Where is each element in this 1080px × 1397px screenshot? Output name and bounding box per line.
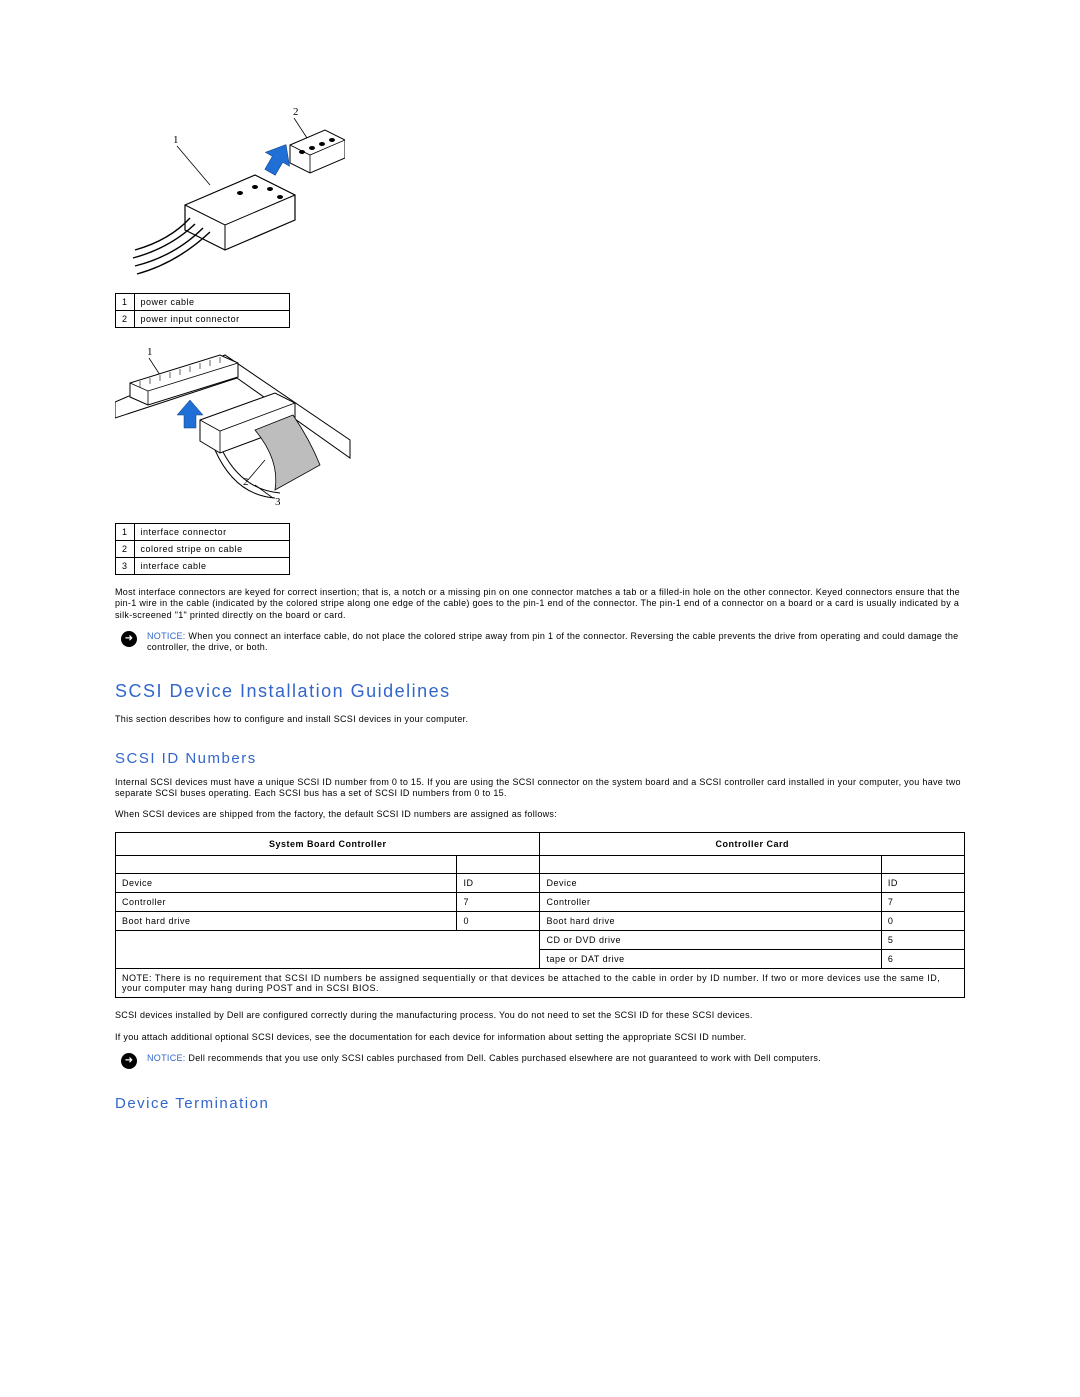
- paragraph-scsi-after-1: SCSI devices installed by Dell are confi…: [115, 1010, 965, 1021]
- table-note-label: NOTE:: [122, 973, 152, 983]
- table-col-header: Device: [116, 874, 457, 893]
- figure2-legend-table: 1 interface connector 2 colored stripe o…: [115, 523, 290, 575]
- legend-row-label: power input connector: [134, 311, 289, 328]
- table-cell: 5: [881, 931, 964, 950]
- table-spacer-cell: [881, 856, 964, 874]
- table-cell: Boot hard drive: [116, 912, 457, 931]
- paragraph-scsi-id-2: When SCSI devices are shipped from the f…: [115, 809, 965, 820]
- legend-row-num: 2: [116, 541, 135, 558]
- figure1-legend-table: 1 power cable 2 power input connector: [115, 293, 290, 328]
- callout-2-label: 2: [293, 106, 299, 118]
- table-col-header: ID: [881, 874, 964, 893]
- paragraph-scsi-after-2: If you attach additional optional SCSI d…: [115, 1032, 965, 1043]
- legend-row-label: power cable: [134, 294, 289, 311]
- table-note-text: There is no requirement that SCSI ID num…: [122, 973, 940, 993]
- legend-row-num: 1: [116, 524, 135, 541]
- document-page: 2 1: [0, 0, 1080, 1182]
- legend-row-label: colored stripe on cable: [134, 541, 289, 558]
- svg-text:3: 3: [275, 496, 281, 508]
- legend-row-num: 2: [116, 311, 135, 328]
- svg-text:1: 1: [147, 346, 153, 358]
- legend-row-label: interface connector: [134, 524, 289, 541]
- callout-1-label: 1: [173, 134, 179, 146]
- legend-row-num: 1: [116, 294, 135, 311]
- table-cell: 0: [881, 912, 964, 931]
- notice-text: NOTICE: When you connect an interface ca…: [147, 631, 965, 654]
- table-group-header-right: Controller Card: [540, 833, 965, 856]
- table-cell: tape or DAT drive: [540, 950, 881, 969]
- table-empty-cell: [116, 931, 540, 969]
- notice-cable-orientation: ➜ NOTICE: When you connect an interface …: [115, 631, 965, 654]
- table-cell: Boot hard drive: [540, 912, 881, 931]
- table-cell: 7: [881, 893, 964, 912]
- table-note-cell: NOTE: There is no requirement that SCSI …: [116, 969, 965, 998]
- svg-text:2: 2: [243, 476, 249, 488]
- heading-scsi-guidelines: SCSI Device Installation Guidelines: [115, 681, 965, 702]
- table-cell: 6: [881, 950, 964, 969]
- paragraph-keyed-connectors: Most interface connectors are keyed for …: [115, 587, 965, 621]
- figure-power-cable: 2 1: [115, 100, 965, 285]
- notice-text: NOTICE: Dell recommends that you use onl…: [147, 1053, 821, 1071]
- legend-row-num: 3: [116, 558, 135, 575]
- table-cell: CD or DVD drive: [540, 931, 881, 950]
- notice-icon: ➜: [121, 1053, 139, 1071]
- notice-icon: ➜: [121, 631, 139, 649]
- notice-label: NOTICE:: [147, 1053, 186, 1063]
- table-col-header: Device: [540, 874, 881, 893]
- table-cell: 0: [457, 912, 540, 931]
- table-cell: 7: [457, 893, 540, 912]
- table-spacer-cell: [540, 856, 881, 874]
- heading-scsi-id-numbers: SCSI ID Numbers: [115, 750, 965, 767]
- table-cell: Controller: [540, 893, 881, 912]
- table-col-header: ID: [457, 874, 540, 893]
- scsi-id-table: System Board Controller Controller Card …: [115, 832, 965, 998]
- table-cell: Controller: [116, 893, 457, 912]
- notice-label: NOTICE:: [147, 631, 186, 641]
- legend-row-label: interface cable: [134, 558, 289, 575]
- table-spacer-cell: [457, 856, 540, 874]
- table-group-header-left: System Board Controller: [116, 833, 540, 856]
- paragraph-scsi-intro: This section describes how to configure …: [115, 714, 965, 725]
- notice-dell-cables: ➜ NOTICE: Dell recommends that you use o…: [115, 1053, 965, 1071]
- paragraph-scsi-id-1: Internal SCSI devices must have a unique…: [115, 777, 965, 800]
- table-spacer-cell: [116, 856, 457, 874]
- notice-body: Dell recommends that you use only SCSI c…: [186, 1053, 821, 1063]
- notice-body: When you connect an interface cable, do …: [147, 631, 958, 652]
- figure-interface-cable: 1: [115, 340, 965, 515]
- heading-device-termination: Device Termination: [115, 1095, 965, 1112]
